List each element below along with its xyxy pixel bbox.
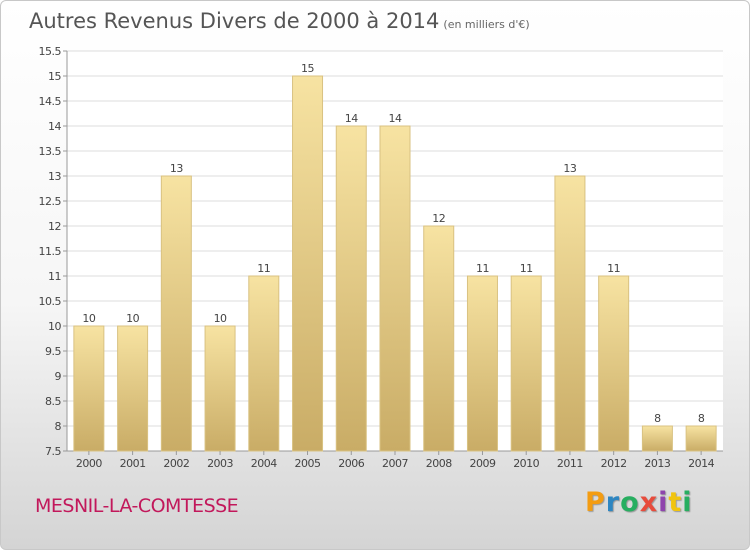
bar-data-label: 8: [698, 412, 705, 425]
bar: [598, 275, 630, 452]
bar-data-label: 13: [563, 162, 576, 175]
x-tick-label: 2004: [251, 457, 277, 470]
y-tick-label: 8: [55, 420, 62, 433]
bar-data-label: 14: [345, 112, 358, 125]
y-tick-label: 9.5: [45, 345, 61, 358]
bar: [248, 275, 280, 452]
chart-title: Autres Revenus Divers de 2000 à 2014 (en …: [29, 9, 530, 33]
bar: [73, 325, 105, 452]
proxiti-logo: Proxiti: [585, 487, 693, 518]
chart-subtitle: (en milliers d'€): [443, 18, 530, 31]
bar-data-label: 10: [126, 312, 139, 325]
y-tick-label: 13.5: [39, 145, 62, 158]
logo-letter: o: [620, 487, 640, 518]
y-tick-label: 12.5: [39, 195, 62, 208]
bar: [466, 275, 498, 452]
y-tick-label: 14.5: [39, 95, 62, 108]
x-tick-label: 2008: [426, 457, 452, 470]
x-tick-label: 2005: [295, 457, 321, 470]
y-tick-label: 8.5: [45, 395, 61, 408]
bar: [160, 175, 192, 452]
x-tick-label: 2012: [601, 457, 627, 470]
bar-data-label: 15: [301, 62, 314, 75]
y-tick-label: 15: [48, 70, 61, 83]
x-tick-label: 2007: [382, 457, 408, 470]
x-tick-label: 2011: [557, 457, 583, 470]
x-tick-label: 2001: [120, 457, 146, 470]
bar: [204, 325, 236, 452]
logo-letter: x: [639, 487, 659, 518]
bar: [117, 325, 149, 452]
y-tick-label: 11: [48, 270, 61, 283]
bar-data-label: 10: [82, 312, 95, 325]
bar-data-label: 10: [214, 312, 227, 325]
bar-data-label: 12: [432, 212, 445, 225]
x-tick-label: 2006: [338, 457, 364, 470]
bar-data-label: 8: [654, 412, 661, 425]
commune-name: MESNIL-LA-COMTESSE: [35, 495, 239, 517]
x-tick-label: 2002: [163, 457, 189, 470]
logo-letter: r: [605, 487, 621, 518]
x-tick-label: 2010: [513, 457, 539, 470]
bar: [292, 75, 324, 452]
bar-data-label: 14: [389, 112, 402, 125]
chart-title-text: Autres Revenus Divers de 2000 à 2014: [29, 9, 440, 33]
bar: [335, 125, 367, 452]
bar-data-label: 11: [257, 262, 270, 275]
bar: [641, 425, 673, 452]
y-tick-label: 7.5: [45, 445, 61, 458]
bar: [554, 175, 586, 452]
bar: [510, 275, 542, 452]
bar-data-label: 13: [170, 162, 183, 175]
y-tick-label: 10: [48, 320, 61, 333]
y-tick-label: 10.5: [39, 295, 62, 308]
bar-data-label: 11: [520, 262, 533, 275]
logo-letter: i: [658, 487, 669, 518]
y-tick-label: 11.5: [39, 245, 62, 258]
bar: [423, 225, 455, 452]
y-tick-label: 13: [48, 170, 61, 183]
x-tick-label: 2013: [644, 457, 670, 470]
x-tick-label: 2009: [469, 457, 495, 470]
bar-data-label: 11: [476, 262, 489, 275]
y-tick-label: 12: [48, 220, 61, 233]
logo-letter: P: [585, 487, 606, 518]
x-tick-label: 2014: [688, 457, 714, 470]
bar: [685, 425, 717, 452]
x-tick-label: 2000: [76, 457, 102, 470]
bar-data-label: 11: [607, 262, 620, 275]
logo-letter: t: [668, 487, 683, 518]
logo-letter: i: [682, 487, 693, 518]
y-tick-label: 15.5: [39, 45, 62, 58]
x-tick-label: 2003: [207, 457, 233, 470]
y-tick-label: 14: [48, 120, 61, 133]
y-tick-label: 9: [55, 370, 62, 383]
bar: [379, 125, 411, 452]
